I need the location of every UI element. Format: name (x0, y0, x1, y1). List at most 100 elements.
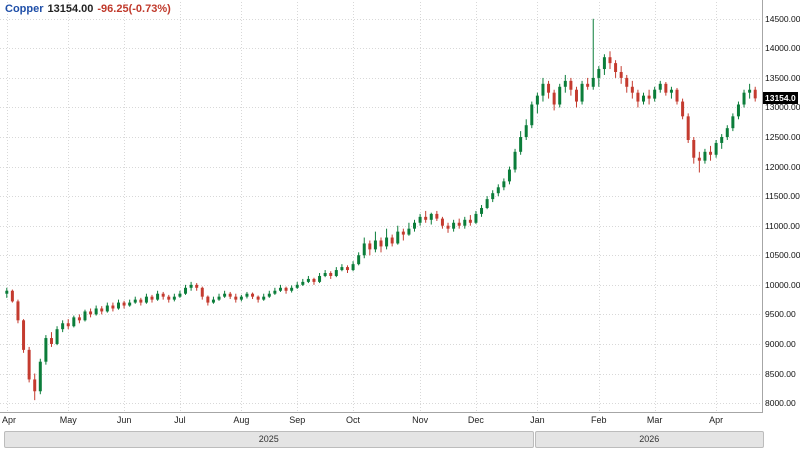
candle-body (251, 293, 255, 297)
candle-body (49, 338, 53, 344)
month-tick-label: Jun (116, 415, 132, 425)
price-tick-label: 9500.00 (765, 309, 796, 320)
candle-body (574, 89, 578, 102)
candle-body (452, 222, 456, 229)
candle-body (653, 89, 657, 99)
price-tick-label: 11000.00 (765, 220, 800, 231)
price-axis[interactable]: 13154.0 14500.00 14000.00 13500.00 13000.00… (763, 0, 800, 413)
last-price-tag: 13154.0 (763, 92, 798, 105)
candle-body (675, 89, 679, 102)
candle-body (642, 95, 646, 102)
price-tick-label: 12500.00 (765, 132, 800, 143)
candle-body (211, 299, 215, 303)
candle-body (664, 83, 668, 93)
candle-body (502, 181, 506, 188)
candle-body (709, 151, 713, 155)
candle-body (373, 240, 377, 250)
month-tick-label: Jul (174, 415, 186, 425)
candle-body (535, 95, 539, 105)
candle-body (569, 80, 573, 90)
candle-body (753, 89, 757, 99)
year-band: 2026 (534, 431, 764, 448)
candle-body (306, 278, 310, 282)
candle-body (267, 293, 271, 297)
candle-body (10, 290, 14, 302)
candle-body (457, 222, 461, 226)
month-tick-label: Mar (646, 415, 663, 425)
candle-body (295, 284, 299, 288)
price-tick-label: 13000.00 (765, 102, 800, 113)
candle-body (273, 290, 277, 294)
price-tick-label: 11500.00 (765, 191, 800, 202)
candle-body (541, 83, 545, 96)
month-tick-label: Jan (530, 415, 545, 425)
candle-body (591, 77, 595, 87)
month-tick-label: Aug (233, 415, 250, 425)
candle-body (234, 296, 238, 300)
price-tick-label: 14500.00 (765, 13, 800, 24)
time-axis[interactable]: Apr May Jun Jul Aug Sep Oct Nov Dec Jan Feb Mar Apr (0, 414, 763, 429)
candle-body (614, 63, 618, 72)
candle-body (424, 216, 428, 220)
candle-body (530, 104, 534, 126)
candle-body (55, 329, 59, 344)
year-band: 2025 (4, 431, 534, 448)
candle-body (167, 296, 171, 300)
candle-body (714, 142, 718, 155)
month-tick-label: Oct (346, 415, 361, 425)
candle-body (100, 308, 104, 312)
candle-body (122, 302, 126, 306)
candle-body (429, 213, 433, 220)
candle-body (401, 231, 405, 235)
candle-body (558, 86, 562, 105)
candle-body (189, 284, 193, 288)
candle-body (748, 89, 752, 93)
candle-body (407, 228, 411, 235)
candle-body (351, 264, 355, 271)
candle-body (262, 296, 266, 300)
candle-body (463, 219, 467, 226)
candle-body (44, 338, 48, 362)
candle-body (228, 293, 232, 297)
candle-body (133, 299, 137, 303)
candle-body (290, 287, 294, 291)
candle-body (686, 116, 690, 140)
candle-body (94, 308, 98, 315)
candle-body (329, 273, 333, 276)
candle-body (602, 57, 606, 70)
price-tick-label: 12000.00 (765, 161, 800, 172)
candle-body (496, 187, 500, 194)
month-tick-label: Feb (591, 415, 607, 425)
candle-body (418, 216, 422, 223)
candlestick-canvas[interactable] (0, 0, 763, 413)
candle-body (480, 207, 484, 214)
candle-body (33, 379, 37, 392)
candle-body (357, 255, 361, 265)
candle-body (150, 296, 154, 300)
candle-body (83, 311, 87, 321)
candle-body (195, 284, 199, 288)
price-chart-area[interactable]: Copper 13154.00 -96.25(-0.73%) (0, 0, 763, 413)
candle-body (474, 213, 478, 223)
candle-body (731, 116, 735, 129)
candle-body (77, 317, 81, 321)
candle-body (368, 243, 372, 250)
candle-body (742, 92, 746, 105)
month-tick-label: Dec (467, 415, 484, 425)
candle-body (206, 296, 210, 303)
candle-body (468, 219, 472, 223)
candle-body (5, 290, 9, 294)
candle-body (379, 240, 383, 247)
candle-body (200, 287, 204, 297)
candle-body (217, 296, 221, 300)
candle-body (507, 169, 511, 182)
candle-body (27, 349, 31, 380)
price-tick-label: 13500.00 (765, 72, 800, 83)
candle-body (669, 89, 673, 93)
candle-body (485, 199, 489, 208)
price-change-value: -96.25(-0.73%) (97, 3, 171, 15)
month-tick-label: Sep (289, 415, 306, 425)
candle-body (658, 83, 662, 90)
candle-body (128, 302, 132, 306)
